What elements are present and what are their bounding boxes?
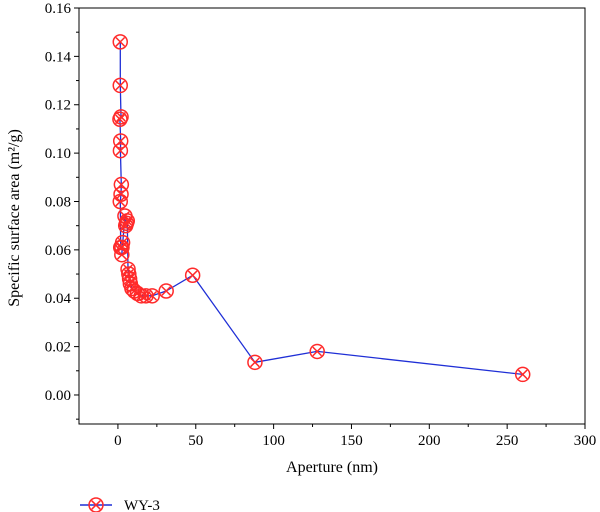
y-tick-label: 0.02 [45,340,71,356]
data-point [119,213,136,229]
data-point-cross [517,369,528,380]
data-point-circle [114,246,130,263]
data-point-circle [112,34,129,50]
data-point-cross [123,269,134,279]
data-point-cross [115,80,126,91]
data-point [112,77,129,94]
data-point-circle [121,266,137,282]
x-axis-title: Aperture (nm) [286,459,378,476]
data-point-cross [115,196,126,207]
data-point-circle [158,283,174,299]
y-tick-label: 0.00 [45,388,71,404]
data-point-cross [123,264,133,275]
data-point-circle [184,267,201,284]
data-point [112,193,129,210]
data-point [88,497,104,512]
data-point-circle [112,77,129,94]
data-point-cross [147,290,158,301]
x-tick-label: 100 [262,433,285,449]
series-line [119,41,523,376]
legend-label: WY-3 [124,498,160,512]
legend-marker [88,497,104,512]
data-point [112,142,129,159]
y-tick-label: 0.04 [45,291,72,307]
data-point [309,343,325,360]
x-tick-label: 50 [188,433,203,449]
y-tick-label: 0.10 [45,146,71,162]
data-point-cross [115,145,126,156]
data-point [158,283,174,299]
data-point-circle [88,497,104,512]
data-point-circle [120,261,136,277]
data-point [114,246,130,263]
data-point-cross [161,286,172,296]
y-tick-label: 0.12 [45,98,71,114]
legend: WY-3 [80,497,160,512]
data-point-cross [124,274,135,284]
data-point-cross [115,36,126,47]
data-point-cross [125,278,136,289]
y-tick-label: 0.16 [45,1,72,17]
data-point [247,354,263,371]
x-tick-label: 150 [340,433,363,449]
data-point [514,366,531,383]
data-point-cross [250,357,260,368]
y-tick-label: 0.14 [45,49,72,65]
data-point [112,111,128,128]
data-point-circle [119,213,136,229]
data-point-cross [136,290,147,301]
data-point-cross [116,249,127,260]
data-point-circle [309,343,325,360]
data-point-cross [187,270,198,281]
x-tick-label: 0 [114,433,122,449]
x-tick-label: 250 [496,433,519,449]
data-point-circle [133,288,150,304]
data-point [133,288,150,304]
data-point-circle [112,193,129,210]
plot-frame [78,7,586,425]
data-point-circle [112,133,129,149]
data-point-circle [113,176,130,193]
x-tick-label: 200 [418,433,441,449]
data-point-cross [122,215,133,226]
data-point [114,234,131,251]
data-point [144,288,160,304]
data-point-circle [144,288,160,304]
y-tick-label: 0.06 [45,243,72,259]
series-layer [112,34,531,383]
data-point-circle [112,142,129,159]
data-point-circle [112,111,128,128]
data-point-circle [514,366,531,383]
data-point-cross [312,346,323,357]
data-point-circle [247,354,263,371]
data-point-cross [115,114,125,125]
data-point [112,34,129,50]
data-point-cross [91,500,101,510]
y-tick-label: 0.08 [45,194,71,210]
y-axis-title: Specific surface area (m²/g) [6,129,23,307]
y-axis-ticks: 0.00 0.02 0.04 0.06 0.08 0.10 0.12 0.14 0.16 [45,1,79,420]
data-point [184,267,201,284]
data-point-circle [114,234,131,251]
x-tick-label: 300 [574,433,597,449]
x-axis-ticks: 0 50 100 150 200 250 300 [114,424,596,449]
data-point-cross [117,237,128,248]
